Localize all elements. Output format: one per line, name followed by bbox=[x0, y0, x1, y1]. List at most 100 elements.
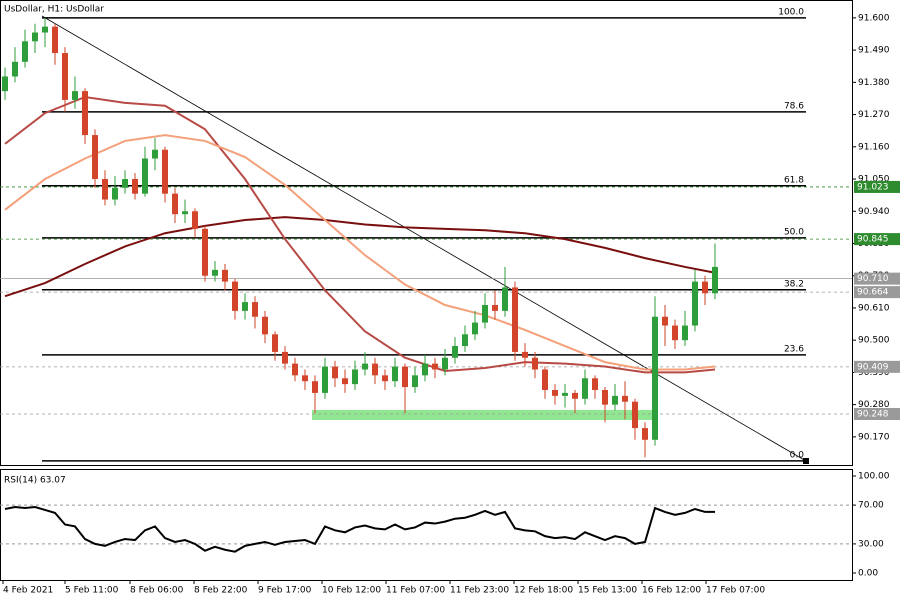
candle-body bbox=[602, 389, 608, 405]
x-tick-label: 4 Feb 2021 bbox=[3, 586, 53, 596]
x-tick-label: 11 Feb 07:00 bbox=[386, 586, 445, 596]
x-tick-label: 10 Feb 12:00 bbox=[322, 586, 381, 596]
candle-body bbox=[332, 366, 338, 379]
moving-average bbox=[4, 134, 716, 371]
fib-label: 38.2 bbox=[784, 279, 804, 289]
x-tick-label: 5 Feb 11:00 bbox=[65, 586, 119, 596]
fib-label: 23.6 bbox=[784, 344, 804, 354]
y-tick-label: 91.050 bbox=[858, 175, 890, 185]
fib-label: 50.0 bbox=[784, 227, 804, 237]
candle-body bbox=[682, 325, 688, 341]
candle-body bbox=[242, 302, 248, 311]
candle-body bbox=[32, 32, 38, 42]
price-badge bbox=[854, 408, 900, 421]
fib-label: 61.8 bbox=[784, 175, 804, 185]
x-tick-label: 11 Feb 23:00 bbox=[450, 586, 509, 596]
price-badge-label: 90.710 bbox=[857, 274, 889, 284]
candle-body bbox=[272, 334, 278, 352]
fib-label: 78.6 bbox=[784, 101, 804, 111]
price-badge-label: 90.664 bbox=[857, 288, 889, 298]
y-tick-label: 91.380 bbox=[858, 78, 890, 88]
fib-label: 0.0 bbox=[790, 450, 805, 460]
candle-body bbox=[2, 76, 8, 92]
candle-body bbox=[262, 316, 268, 335]
y-tick-label: 90.500 bbox=[858, 336, 890, 346]
candle-body bbox=[502, 287, 508, 311]
price-badge bbox=[854, 360, 900, 373]
x-tick-label: 15 Feb 13:00 bbox=[578, 586, 637, 596]
candle-body bbox=[622, 395, 628, 402]
candle-body bbox=[102, 179, 108, 200]
x-tick-label: 9 Feb 17:00 bbox=[258, 586, 312, 596]
candle-body bbox=[532, 357, 538, 370]
x-tick-label: 17 Feb 07:00 bbox=[706, 586, 765, 596]
candle-body bbox=[212, 269, 218, 276]
x-tick-label: 8 Feb 22:00 bbox=[194, 586, 248, 596]
candle-body bbox=[382, 375, 388, 382]
candle-body bbox=[12, 61, 18, 77]
candle-body bbox=[302, 375, 308, 382]
y-tick-label: 91.160 bbox=[858, 142, 890, 152]
y-tick-label: 0.00 bbox=[858, 569, 878, 579]
candle-body bbox=[292, 363, 298, 376]
candle-body bbox=[612, 395, 618, 405]
candle-body bbox=[372, 363, 378, 376]
candle-body bbox=[132, 179, 138, 194]
candle-body bbox=[172, 193, 178, 215]
x-tick-label: 12 Feb 18:00 bbox=[514, 586, 573, 596]
candle-body bbox=[322, 366, 328, 393]
candle-body bbox=[312, 381, 318, 393]
moving-average bbox=[4, 216, 716, 298]
candle-body bbox=[702, 281, 708, 294]
price-badge bbox=[854, 272, 900, 285]
candle-body bbox=[72, 91, 78, 100]
candle-body bbox=[22, 41, 28, 62]
y-tick-label: 91.270 bbox=[858, 110, 890, 120]
candle-body bbox=[692, 281, 698, 326]
candle-body bbox=[492, 305, 498, 311]
price-badge-label: 90.409 bbox=[857, 362, 889, 372]
y-tick-label: 90.610 bbox=[858, 303, 890, 313]
candle-body bbox=[392, 366, 398, 382]
candle-body bbox=[572, 392, 578, 399]
price-badge-label: 91.023 bbox=[857, 182, 889, 192]
candle-body bbox=[122, 179, 128, 188]
candle-body bbox=[662, 316, 668, 326]
x-tick-label: 8 Feb 06:00 bbox=[130, 586, 184, 596]
candle-body bbox=[232, 281, 238, 311]
candle-body bbox=[672, 325, 678, 341]
candle-body bbox=[552, 389, 558, 396]
candle-body bbox=[632, 401, 638, 429]
candle-body bbox=[182, 211, 188, 215]
price-badge-label: 90.248 bbox=[857, 410, 889, 420]
candle-body bbox=[512, 287, 518, 352]
price-badge bbox=[854, 180, 900, 193]
candle-body bbox=[362, 363, 368, 370]
rsi-title: RSI(14) 63.07 bbox=[4, 476, 66, 486]
candle-body bbox=[402, 366, 408, 388]
candle-body bbox=[52, 26, 58, 54]
candle-body bbox=[202, 228, 208, 276]
candle-body bbox=[442, 357, 448, 370]
candle-body bbox=[482, 305, 488, 323]
candle-body bbox=[642, 428, 648, 440]
candle-body bbox=[342, 378, 348, 385]
candle-body bbox=[192, 211, 198, 229]
y-tick-label: 91.600 bbox=[858, 13, 890, 23]
rsi-line bbox=[4, 506, 716, 553]
y-tick-label: 70.00 bbox=[858, 501, 884, 511]
candle-body bbox=[62, 53, 68, 100]
candle-body bbox=[712, 266, 718, 294]
y-tick-label: 30.00 bbox=[858, 539, 884, 549]
y-tick-label: 90.390 bbox=[858, 368, 890, 378]
candle-body bbox=[42, 26, 48, 33]
candle-body bbox=[352, 369, 358, 385]
candle-body bbox=[592, 378, 598, 390]
candle-body bbox=[112, 187, 118, 200]
y-tick-label: 100.00 bbox=[858, 472, 890, 482]
candle-body bbox=[522, 351, 528, 358]
candle-body bbox=[92, 135, 98, 180]
price-badge bbox=[854, 286, 900, 299]
y-tick-label: 91.490 bbox=[858, 46, 890, 56]
